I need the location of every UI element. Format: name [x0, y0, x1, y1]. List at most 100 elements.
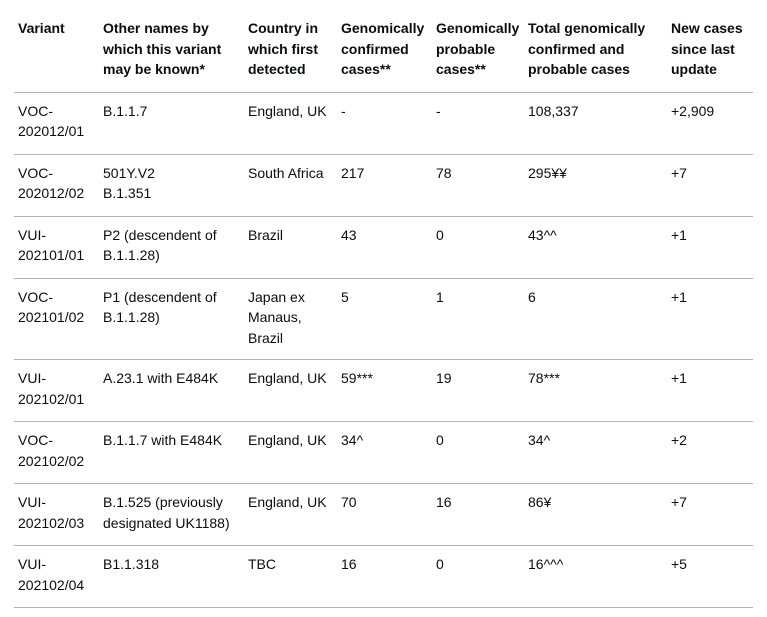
cell-new-cases: +1: [667, 278, 753, 360]
header-line: probable: [436, 40, 496, 57]
cell-probable: 0: [432, 216, 524, 279]
cell-line: 202102/03: [18, 514, 85, 531]
header-line: cases**: [341, 61, 391, 77]
cell-country: Japan ex Manaus, Brazil: [244, 278, 337, 360]
cell-line: +2,909: [671, 102, 715, 119]
cell-probable: -: [432, 92, 524, 155]
cell-line: -: [341, 102, 346, 119]
header-line: Total genomically: [528, 20, 646, 36]
header-row: Variant Other names by which this varian…: [14, 18, 753, 93]
cell-variant: VOC- 202102/02: [14, 421, 99, 484]
cell-line: 0: [436, 226, 444, 243]
cell-line: 202101/01: [18, 247, 85, 263]
cell-line: B.1.525 (previously: [103, 494, 223, 510]
cell-total: 16^^^: [524, 545, 667, 608]
cell-probable: 0: [432, 421, 524, 484]
cell-other-names: B.1.1.7 with E484K: [99, 421, 244, 484]
cell-country: England, UK: [244, 483, 337, 546]
cell-line: 16: [436, 494, 452, 510]
cell-line: 6: [528, 288, 536, 305]
cell-other-names: B1.1.318: [99, 545, 244, 608]
header-line: detected: [248, 61, 306, 77]
cell-line: England, UK: [248, 370, 327, 386]
cell-probable: 0: [432, 545, 524, 608]
cell-line: 78: [436, 164, 452, 181]
cell-country: South Africa: [244, 154, 337, 217]
header-variant: Variant: [14, 18, 99, 93]
cell-line: 0: [436, 556, 444, 572]
cell-line: 70: [341, 494, 357, 510]
cell-line: 19: [436, 370, 452, 386]
cell-line: 34^: [528, 432, 551, 448]
cell-line: B.1.1.28): [103, 247, 160, 263]
cell-line: 202012/01: [18, 123, 85, 139]
cell-line: South Africa: [248, 164, 324, 181]
header-line: Genomically: [436, 20, 520, 36]
cell-other-names: 501Y.V2 B.1.351: [99, 154, 244, 217]
cell-line: 16^^^: [528, 556, 564, 572]
cell-line: VOC-: [18, 164, 53, 181]
cell-line: 202102/02: [18, 452, 85, 469]
cell-line: +1: [671, 226, 687, 243]
header-total: Total genomically confirmed and probable…: [524, 18, 667, 93]
cell-probable: 78: [432, 154, 524, 217]
table-body: VOC- 202012/01 B.1.1.7 England, UK - - 1…: [14, 92, 753, 608]
cell-line: 0: [436, 432, 444, 448]
cell-line: +5: [671, 556, 687, 572]
cell-line: B.1.1.7: [103, 102, 148, 119]
cell-line: 217: [341, 164, 365, 181]
cell-line: VUI-: [18, 226, 46, 243]
cell-line: 1: [436, 288, 444, 305]
cell-line: 43^^: [528, 226, 557, 243]
cell-line: 16: [341, 556, 357, 572]
cell-other-names: A.23.1 with E484K: [99, 359, 244, 422]
cell-line: VUI-: [18, 370, 46, 386]
cell-new-cases: +1: [667, 359, 753, 422]
cell-country: England, UK: [244, 92, 337, 155]
variants-table: Variant Other names by which this varian…: [14, 18, 753, 608]
cell-line: 295¥¥: [528, 164, 567, 181]
cell-total: 86¥: [524, 483, 667, 546]
header-other-names: Other names by which this variant may be…: [99, 18, 244, 93]
table-row: VUI- 202102/03 B.1.525 (previously desig…: [14, 483, 753, 546]
cell-line: 202101/02: [18, 309, 85, 325]
cell-line: TBC: [248, 556, 276, 572]
header-line: probable cases: [528, 61, 630, 77]
cell-line: England, UK: [248, 432, 327, 448]
cell-total: 43^^: [524, 216, 667, 279]
cell-new-cases: +1: [667, 216, 753, 279]
cell-confirmed: 43: [337, 216, 432, 279]
cell-probable: 19: [432, 359, 524, 422]
table-header: Variant Other names by which this varian…: [14, 18, 753, 93]
cell-line: Brazil: [248, 226, 284, 243]
cell-country: England, UK: [244, 359, 337, 422]
cell-variant: VOC- 202101/02: [14, 278, 99, 360]
cell-total: 34^: [524, 421, 667, 484]
cell-line: +1: [671, 370, 687, 386]
cell-line: designated UK1188): [103, 514, 230, 531]
cell-line: 59***: [341, 370, 373, 386]
header-line: since last: [671, 40, 735, 57]
cell-confirmed: 16: [337, 545, 432, 608]
header-country: Country in which first detected: [244, 18, 337, 93]
header-line: Other names by: [103, 20, 209, 36]
cell-line: VOC-: [18, 432, 53, 448]
cell-line: 43: [341, 226, 357, 243]
cell-line: England, UK: [248, 102, 327, 119]
header-line: confirmed and: [528, 40, 625, 57]
header-line: Variant: [18, 20, 65, 36]
cell-line: +7: [671, 164, 687, 181]
cell-confirmed: -: [337, 92, 432, 155]
cell-variant: VUI- 202101/01: [14, 216, 99, 279]
header-line: update: [671, 61, 717, 77]
cell-line: Brazil: [248, 329, 284, 346]
cell-variant: VUI- 202102/01: [14, 359, 99, 422]
cell-line: A.23.1 with E484K: [103, 370, 219, 386]
cell-line: B1.1.318: [103, 556, 160, 572]
header-line: which this variant: [103, 40, 222, 57]
cell-country: England, UK: [244, 421, 337, 484]
header-confirmed: Genomically confirmed cases**: [337, 18, 432, 93]
cell-variant: VUI- 202102/04: [14, 545, 99, 608]
header-line: Country in: [248, 20, 318, 36]
